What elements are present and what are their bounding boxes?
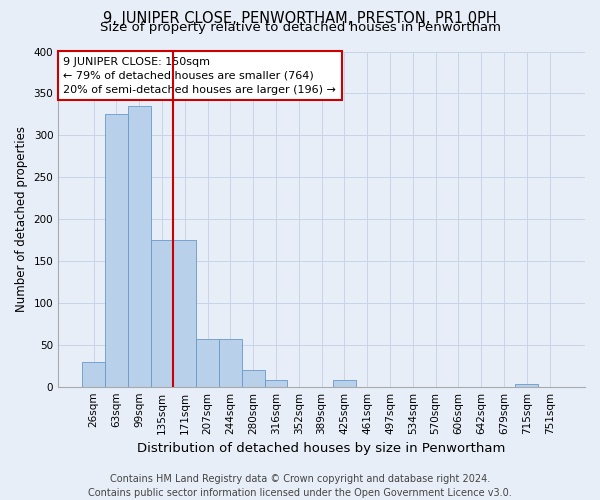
Bar — [82, 362, 105, 386]
Text: Size of property relative to detached houses in Penwortham: Size of property relative to detached ho… — [100, 21, 500, 34]
Text: Contains HM Land Registry data © Crown copyright and database right 2024.
Contai: Contains HM Land Registry data © Crown c… — [88, 474, 512, 498]
Text: 9 JUNIPER CLOSE: 150sqm
← 79% of detached houses are smaller (764)
20% of semi-d: 9 JUNIPER CLOSE: 150sqm ← 79% of detache… — [64, 56, 337, 94]
X-axis label: Distribution of detached houses by size in Penwortham: Distribution of detached houses by size … — [137, 442, 506, 455]
Bar — [128, 106, 151, 386]
Bar — [333, 380, 356, 386]
Bar — [173, 240, 196, 386]
Bar — [196, 339, 219, 386]
Bar — [105, 114, 128, 386]
Bar — [219, 339, 242, 386]
Bar — [265, 380, 287, 386]
Bar — [515, 384, 538, 386]
Bar — [242, 370, 265, 386]
Bar — [151, 240, 173, 386]
Y-axis label: Number of detached properties: Number of detached properties — [15, 126, 28, 312]
Text: 9, JUNIPER CLOSE, PENWORTHAM, PRESTON, PR1 0PH: 9, JUNIPER CLOSE, PENWORTHAM, PRESTON, P… — [103, 11, 497, 26]
